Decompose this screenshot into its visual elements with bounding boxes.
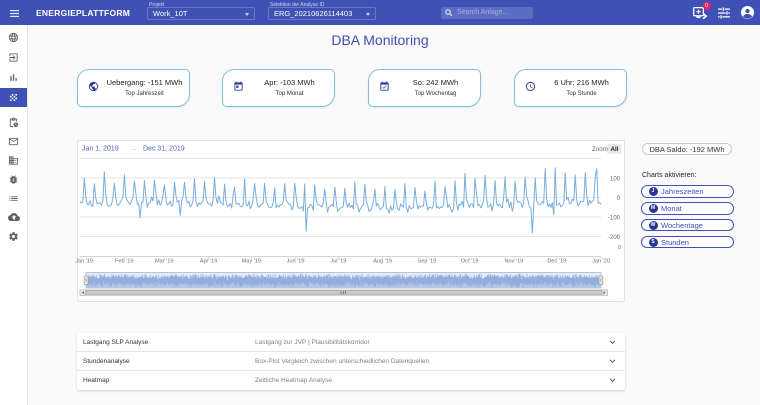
svg-text:Zoom: Zoom xyxy=(592,146,608,153)
svg-text:Dec '19: Dec '19 xyxy=(547,259,566,265)
svg-text:Jan 1, 2019: Jan 1, 2019 xyxy=(82,146,119,153)
svg-text:Aug '19: Aug '19 xyxy=(373,259,392,265)
svg-text:All: All xyxy=(611,146,619,153)
svg-text:0: 0 xyxy=(617,196,621,202)
svg-text:Oct '19: Oct '19 xyxy=(461,259,479,265)
svg-text:Feb '19: Feb '19 xyxy=(115,259,133,265)
svg-text:-200: -200 xyxy=(608,235,621,241)
svg-text:0: 0 xyxy=(618,245,621,251)
svg-text:-100: -100 xyxy=(608,215,621,221)
svg-text:Jul '19: Jul '19 xyxy=(330,259,346,265)
svg-text:Jan '20: Jan '20 xyxy=(592,259,610,265)
svg-text:Jun '19: Jun '19 xyxy=(287,259,305,265)
svg-text:Sep '19: Sep '19 xyxy=(417,259,436,265)
svg-text:Jan '19: Jan '19 xyxy=(75,259,93,265)
svg-text:100: 100 xyxy=(610,176,621,182)
svg-text:Mar '19: Mar '19 xyxy=(155,259,173,265)
svg-text:→: → xyxy=(130,146,137,153)
svg-text:Dec 31, 2019: Dec 31, 2019 xyxy=(143,146,185,153)
svg-text:Apr '19: Apr '19 xyxy=(200,259,218,265)
svg-text:May '19: May '19 xyxy=(242,259,261,265)
svg-text:Nov '19: Nov '19 xyxy=(505,259,524,265)
